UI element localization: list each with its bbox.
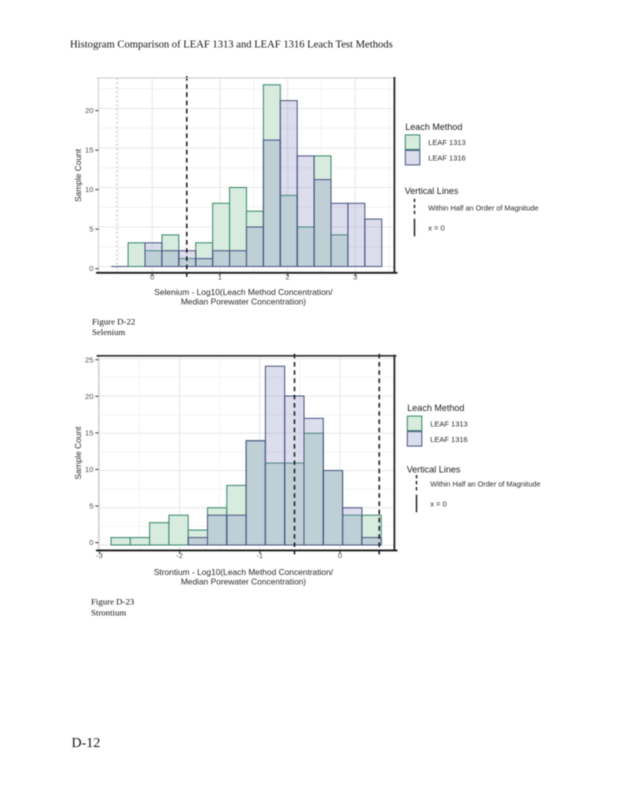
svg-text:LEAF 1313: LEAF 1313 bbox=[428, 138, 466, 147]
svg-text:Leach Method: Leach Method bbox=[407, 403, 464, 413]
svg-text:5: 5 bbox=[89, 225, 93, 234]
svg-text:15: 15 bbox=[85, 429, 93, 438]
svg-text:10: 10 bbox=[85, 465, 93, 474]
svg-text:0: 0 bbox=[89, 264, 93, 273]
svg-text:-3: -3 bbox=[96, 551, 103, 560]
svg-text:15: 15 bbox=[85, 146, 93, 155]
svg-text:Sample Count: Sample Count bbox=[73, 148, 83, 202]
svg-text:x = 0: x = 0 bbox=[428, 223, 444, 232]
svg-text:Median Porewater Concentration: Median Porewater Concentration) bbox=[181, 297, 306, 307]
svg-text:2: 2 bbox=[285, 272, 289, 281]
svg-text:Histogram Comparison of LEAF 1: Histogram Comparison of LEAF 1313 and LE… bbox=[70, 40, 393, 51]
svg-text:LEAF 1316: LEAF 1316 bbox=[428, 154, 466, 163]
svg-text:5: 5 bbox=[89, 502, 93, 511]
svg-text:Within Half an Order of Magnit: Within Half an Order of Magnitude bbox=[428, 203, 538, 212]
svg-text:-1: -1 bbox=[256, 551, 263, 560]
svg-text:LEAF 1313: LEAF 1313 bbox=[430, 419, 468, 428]
svg-text:Sample Count: Sample Count bbox=[73, 426, 83, 480]
svg-text:10: 10 bbox=[85, 185, 93, 194]
svg-text:x = 0: x = 0 bbox=[430, 499, 446, 508]
svg-text:Strontium: Strontium bbox=[91, 608, 126, 618]
svg-text:Selenium - Log10(Leach Method: Selenium - Log10(Leach Method Concentrat… bbox=[154, 287, 333, 297]
svg-text:-2: -2 bbox=[176, 551, 183, 560]
svg-text:Figure D-23: Figure D-23 bbox=[91, 597, 135, 607]
svg-text:0: 0 bbox=[338, 551, 342, 560]
svg-text:Within Half an Order of Magnit: Within Half an Order of Magnitude bbox=[430, 480, 540, 489]
svg-text:1: 1 bbox=[218, 272, 222, 281]
svg-text:LEAF 1316: LEAF 1316 bbox=[430, 435, 468, 444]
svg-text:Leach Method: Leach Method bbox=[405, 122, 462, 132]
svg-text:Figure D-22: Figure D-22 bbox=[92, 317, 135, 327]
svg-text:20: 20 bbox=[85, 392, 93, 401]
svg-text:D-12: D-12 bbox=[72, 736, 101, 751]
svg-text:Vertical Lines: Vertical Lines bbox=[405, 186, 459, 196]
svg-text:20: 20 bbox=[85, 106, 93, 115]
svg-text:Selenium: Selenium bbox=[92, 327, 125, 337]
svg-text:0: 0 bbox=[89, 538, 93, 547]
svg-text:25: 25 bbox=[85, 355, 93, 364]
svg-text:Median Porewater Concentration: Median Porewater Concentration) bbox=[181, 577, 306, 587]
svg-text:3: 3 bbox=[353, 272, 357, 281]
svg-text:0: 0 bbox=[150, 272, 154, 281]
svg-text:Vertical Lines: Vertical Lines bbox=[407, 465, 461, 475]
svg-text:Strontium - Log10(Leach Method: Strontium - Log10(Leach Method Concentra… bbox=[154, 567, 334, 577]
